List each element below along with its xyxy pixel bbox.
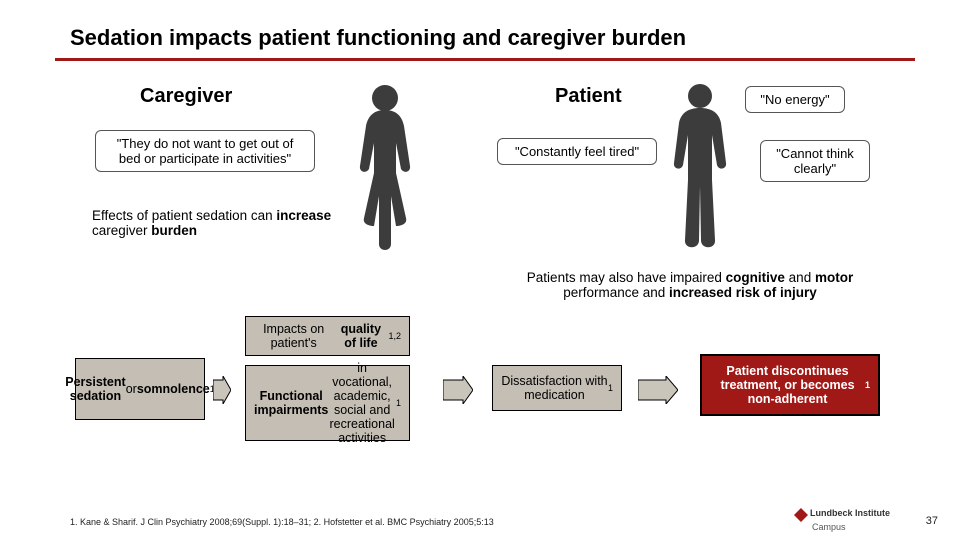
caregiver-effects: Effects of patient sedation can increase… (92, 208, 352, 238)
arrow-3 (638, 376, 678, 404)
title-rule (55, 58, 915, 61)
heading-caregiver: Caregiver (140, 85, 232, 108)
caregiver-quote: "They do not want to get out of bed or p… (95, 130, 315, 172)
page-title: Sedation impacts patient functioning and… (70, 25, 686, 51)
page-number: 37 (926, 515, 938, 527)
patient-quote-2: "Constantly feel tired" (497, 138, 657, 165)
patient-note: Patients may also have impaired cognitiv… (490, 270, 890, 300)
arrow-1 (213, 376, 231, 404)
flow-box-2b: Functional impairments in vocational, ac… (245, 365, 410, 441)
references: 1. Kane & Sharif. J Clin Psychiatry 2008… (70, 517, 670, 527)
flow-box-1: Persistent sedation or somnolence1 (75, 358, 205, 420)
arrow-2 (443, 376, 473, 404)
brand-logo: Lundbeck Institute Campus (794, 508, 890, 532)
patient-quote-3: "Cannot think clearly" (760, 140, 870, 182)
heading-patient: Patient (555, 85, 622, 108)
patient-quote-1: "No energy" (745, 86, 845, 113)
silhouette-caregiver (345, 80, 425, 260)
silhouette-patient (660, 80, 740, 260)
lundbeck-icon (794, 508, 808, 522)
flow-box-3: Dissatisfaction with medication1 (492, 365, 622, 411)
flow-box-outcome: Patient discontinues treatment, or becom… (700, 354, 880, 416)
flow-box-2a: Impacts on patient's quality of life1,2 (245, 316, 410, 356)
